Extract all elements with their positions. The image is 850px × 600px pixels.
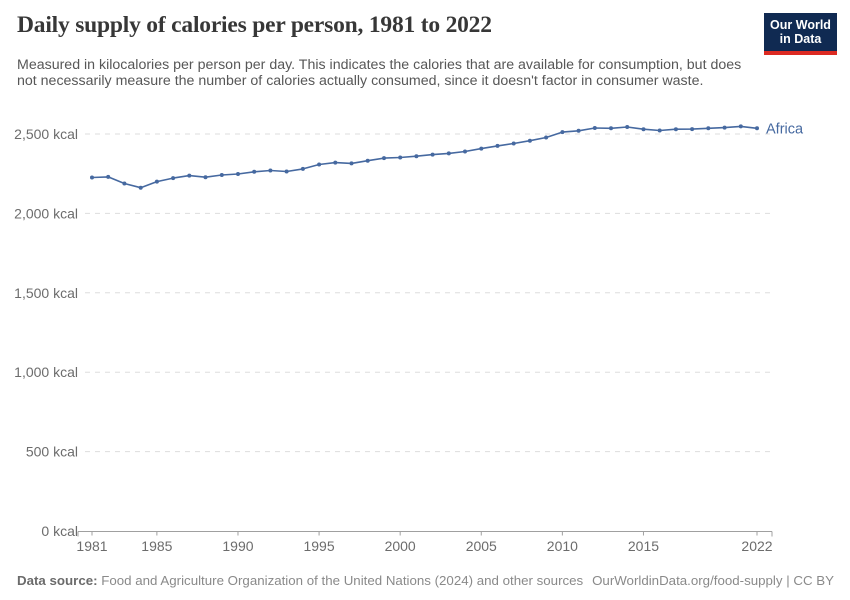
data-point (592, 126, 597, 130)
data-point (625, 125, 630, 129)
data-point (479, 146, 484, 151)
data-point (154, 179, 159, 184)
data-point (187, 173, 192, 178)
data-source: Data source: Food and Agriculture Organi… (17, 573, 583, 588)
data-point (641, 127, 646, 132)
x-axis-label: 2005 (466, 538, 497, 554)
x-axis-label: 1981 (76, 538, 107, 554)
data-source-text: Food and Agriculture Organization of the… (97, 573, 584, 588)
data-point (706, 126, 711, 131)
logo-line2: in Data (779, 32, 822, 47)
data-point (382, 156, 386, 161)
data-point (673, 127, 678, 132)
data-point (236, 172, 240, 176)
x-axis-label: 2015 (628, 538, 659, 554)
data-point (106, 174, 111, 179)
data-point (755, 126, 759, 131)
data-point (576, 128, 581, 133)
series-end-label: Africa (766, 121, 804, 137)
data-point (300, 166, 305, 171)
data-point (511, 141, 516, 146)
logo-line1: Our World (770, 18, 831, 32)
y-axis-label: 500 kcal (26, 444, 78, 460)
data-point (203, 175, 208, 180)
data-point (560, 130, 565, 135)
y-axis-label: 2,000 kcal (14, 205, 78, 221)
data-point (609, 126, 613, 131)
data-point (268, 168, 273, 173)
x-axis-label: 2000 (385, 538, 416, 554)
data-point (657, 128, 662, 133)
x-axis-label: 2010 (547, 538, 578, 554)
data-point (738, 124, 743, 129)
x-axis-label: 1990 (222, 538, 253, 554)
chart-subtitle: Measured in kilocalories per person per … (17, 57, 742, 90)
data-point (90, 175, 94, 180)
data-point (138, 185, 143, 190)
chart-footer: Data source: Food and Agriculture Organi… (17, 573, 834, 588)
page-title: Daily supply of calories per person, 198… (17, 12, 492, 38)
data-point (219, 173, 224, 177)
y-axis-label: 1,000 kcal (14, 364, 78, 380)
footer-link[interactable]: OurWorldinData.org/food-supply | CC BY (592, 573, 834, 588)
data-point (544, 135, 549, 140)
data-point (495, 143, 500, 148)
owid-logo: Our World in Data (764, 13, 837, 55)
data-point (317, 162, 322, 167)
data-point (446, 151, 451, 156)
x-axis-label: 1985 (141, 538, 172, 554)
data-point (398, 155, 403, 160)
data-point (414, 154, 419, 159)
data-point (527, 138, 532, 143)
data-point (722, 125, 727, 130)
y-axis-label: 2,500 kcal (14, 126, 78, 142)
data-source-label: Data source: (17, 573, 98, 588)
data-point (252, 169, 257, 174)
data-point (430, 152, 435, 157)
series-line (91, 125, 758, 189)
data-point (463, 149, 467, 154)
y-axis-label: 0 kcal (41, 523, 78, 539)
x-axis-label: 2022 (741, 538, 772, 554)
x-axis-label: 1995 (303, 538, 334, 554)
data-point (284, 169, 289, 174)
data-point (690, 127, 695, 132)
data-point (171, 176, 176, 181)
data-point (122, 181, 127, 186)
data-point (349, 161, 354, 166)
y-axis-label: 1,500 kcal (14, 285, 78, 301)
series-africa[interactable]: Africa (90, 121, 804, 190)
data-point (365, 158, 370, 163)
data-point (333, 160, 338, 165)
